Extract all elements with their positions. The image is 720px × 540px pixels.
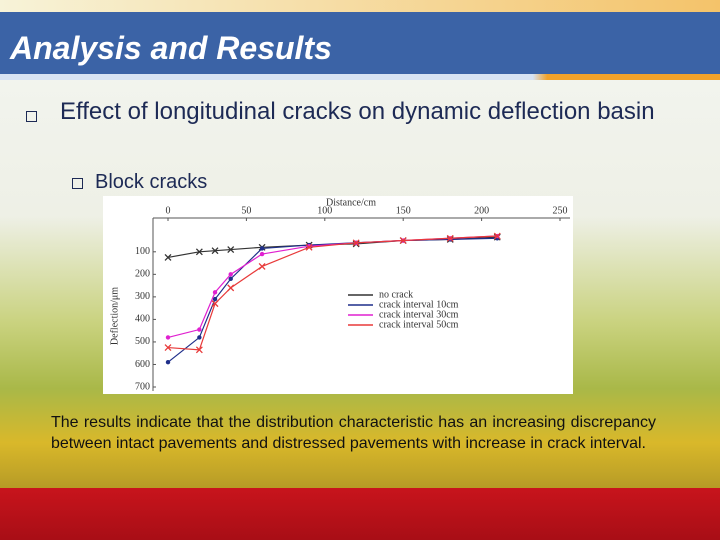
y-tick-label: 400	[135, 314, 150, 325]
data-point	[352, 239, 360, 247]
bullet-text: Effect of longitudinal cracks on dynamic…	[60, 98, 655, 125]
data-point	[493, 232, 501, 240]
y-tick-label: 300	[135, 291, 150, 302]
title-bar	[0, 12, 720, 74]
legend-label: no crack	[379, 289, 413, 300]
body-text: The results indicate that the distributi…	[51, 414, 656, 452]
data-point	[165, 360, 171, 365]
data-point	[228, 276, 233, 282]
data-point	[228, 272, 233, 277]
x-tick-label: 50	[241, 205, 251, 216]
data-point	[197, 335, 202, 340]
legend-label: crack interval 10cm	[379, 299, 459, 310]
bullet-icon	[26, 111, 37, 122]
data-point	[305, 243, 313, 251]
data-point	[212, 290, 218, 295]
data-point	[164, 344, 172, 352]
series-line	[167, 235, 498, 351]
data-point	[259, 246, 265, 251]
slide-title: Analysis and Results	[10, 30, 332, 66]
data-point	[195, 248, 203, 256]
y-tick-label: 500	[135, 336, 150, 347]
data-point	[227, 246, 235, 254]
data-point	[195, 346, 203, 354]
data-point	[399, 237, 407, 244]
x-tick-label: 150	[396, 205, 411, 216]
data-point	[164, 253, 172, 261]
data-point	[259, 251, 265, 257]
y-tick-label: 600	[135, 359, 150, 370]
title-stripe	[0, 74, 720, 80]
y-tick-label: 100	[135, 246, 150, 257]
x-tick-label: 250	[553, 205, 568, 216]
data-point	[446, 234, 454, 242]
sub-bullet-text: Block cracks	[95, 171, 208, 193]
y-axis-label: Deflection/μm	[109, 287, 120, 345]
x-tick-label: 100	[317, 205, 332, 216]
background-strip	[0, 0, 720, 12]
footer-band	[0, 488, 720, 540]
data-point	[227, 284, 235, 292]
bullet-icon	[72, 178, 83, 189]
x-axis-label: Distance/cm	[326, 197, 376, 208]
legend-label: crack interval 30cm	[379, 309, 459, 320]
x-tick-label: 0	[166, 205, 171, 216]
legend-label: crack interval 50cm	[379, 319, 459, 330]
chart: Distance/cm Deflection/μm 0 50 100 150 200 25…	[103, 196, 573, 394]
data-point	[211, 247, 219, 255]
y-tick-label: 700	[135, 381, 150, 392]
data-point	[165, 335, 171, 340]
data-point	[212, 296, 218, 302]
data-point	[211, 300, 219, 308]
data-point	[197, 327, 202, 332]
x-tick-label: 200	[474, 205, 489, 216]
y-tick-label: 200	[135, 269, 150, 280]
data-point	[258, 262, 266, 270]
